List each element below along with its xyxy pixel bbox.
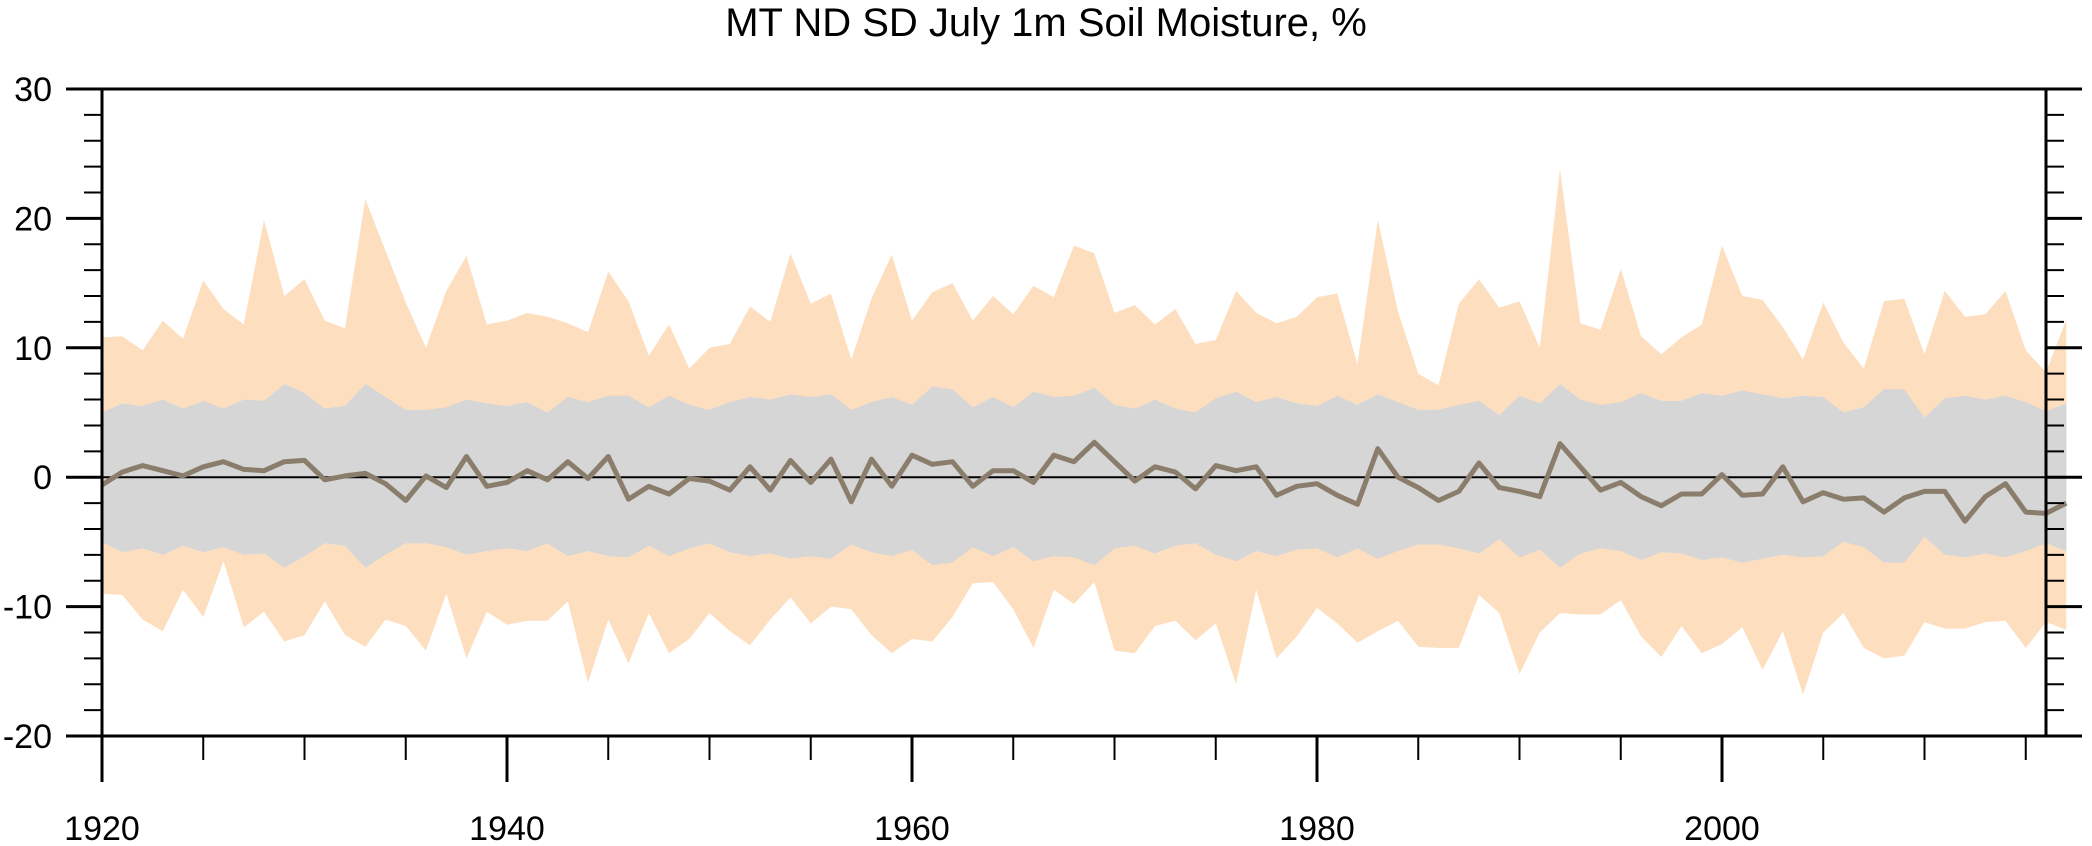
y-tick-label: 0 bbox=[33, 459, 52, 497]
chart-title: MT ND SD July 1m Soil Moisture, % bbox=[725, 1, 1367, 45]
y-tick-label: -10 bbox=[3, 589, 52, 627]
plot-area bbox=[100, 169, 2068, 695]
axes: -20 -10 0 10 20 30 1920 1940 1960 1980 2000 bbox=[3, 71, 2082, 846]
series-line-2 bbox=[100, 439, 2068, 524]
x-tick-label: 2000 bbox=[1684, 810, 1760, 846]
y-tick-label: 10 bbox=[14, 330, 52, 368]
y-tick-label: -20 bbox=[3, 718, 52, 756]
y-tick-label: 30 bbox=[14, 71, 52, 109]
band-area-1 bbox=[102, 384, 2067, 568]
x-tick-label: 1980 bbox=[1279, 810, 1355, 846]
x-tick-label: 1920 bbox=[64, 810, 140, 846]
x-tick-label: 1960 bbox=[874, 810, 950, 846]
x-tick-label: 1940 bbox=[469, 810, 545, 846]
y-tick-label: 20 bbox=[14, 200, 52, 238]
plot-frame bbox=[100, 87, 2048, 738]
